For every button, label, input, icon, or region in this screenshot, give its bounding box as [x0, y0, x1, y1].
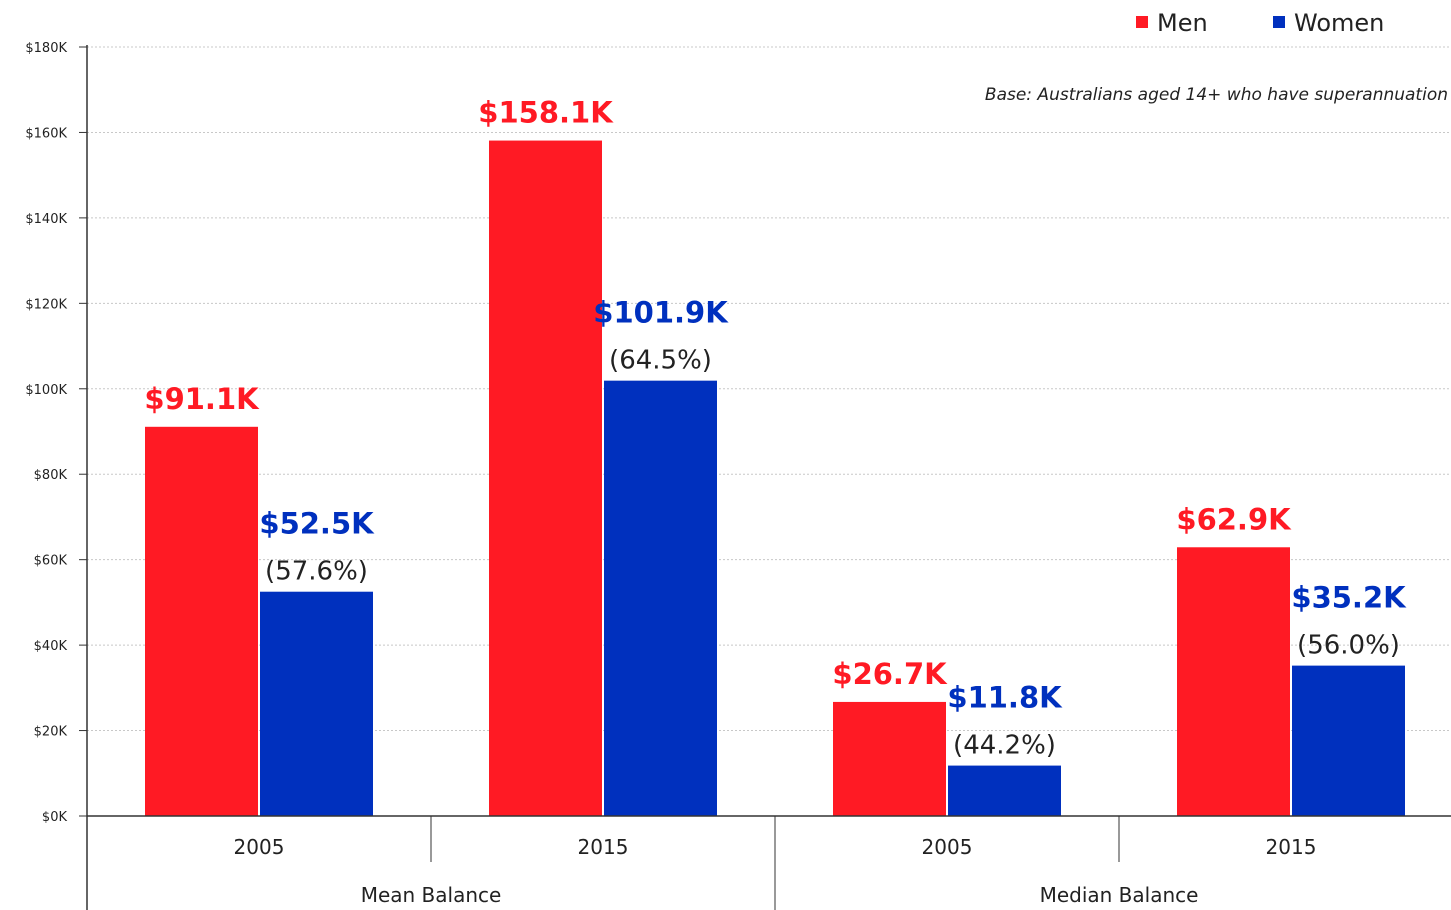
- data-label-men: $158.1K: [478, 96, 614, 130]
- group-label: Median Balance: [1040, 883, 1199, 907]
- bar-women: [604, 380, 717, 816]
- y-tick-label: $160K: [25, 126, 67, 141]
- x-tick-label: 2005: [922, 835, 973, 859]
- legend-label-women: Women: [1294, 9, 1384, 37]
- legend-swatch-women: [1273, 16, 1285, 28]
- data-label-ratio: (57.6%): [265, 557, 368, 587]
- y-tick-label: $0K: [42, 810, 68, 825]
- bar-women: [1292, 665, 1405, 816]
- data-label-men: $62.9K: [1176, 502, 1292, 536]
- y-tick-label: $40K: [34, 639, 68, 654]
- data-label-women: $52.5K: [259, 507, 375, 541]
- bar-men: [145, 426, 258, 816]
- data-label-men: $91.1K: [144, 382, 260, 416]
- data-label-women: $11.8K: [947, 681, 1063, 715]
- y-tick-label: $60K: [34, 554, 68, 569]
- data-label-ratio: (64.5%): [609, 346, 712, 376]
- y-tick-label: $80K: [34, 468, 68, 483]
- y-tick-label: $120K: [25, 297, 67, 312]
- y-tick-label: $100K: [25, 383, 67, 398]
- bar-women: [948, 765, 1061, 816]
- legend-label-men: Men: [1157, 9, 1208, 37]
- axes: $0K $20K $40K $60K $80K $100K $120K $140K $160K $…: [25, 41, 1451, 910]
- y-tick-label: $180K: [25, 41, 67, 56]
- x-tick-label: 2005: [234, 835, 285, 859]
- data-label-women: $101.9K: [593, 296, 729, 330]
- bars: [145, 140, 1405, 817]
- data-label-men: $26.7K: [832, 657, 948, 691]
- legend-swatch-men: [1136, 16, 1148, 28]
- y-tick-label: $140K: [25, 212, 67, 227]
- data-labels: $91.1K (57.6%) $52.5K $158.1K (64.5%) $101.9K…: [144, 96, 1407, 761]
- data-label-ratio: (56.0%): [1297, 631, 1400, 661]
- group-label: Mean Balance: [361, 883, 502, 907]
- x-tick-label: 2015: [1266, 835, 1317, 859]
- base-annotation: Base: Australians aged 14+ who have supe…: [985, 85, 1448, 105]
- bar-men: [1177, 547, 1290, 816]
- bar-men: [489, 140, 602, 817]
- x-tick-label: 2015: [578, 835, 629, 859]
- data-label-ratio: (44.2%): [953, 731, 1056, 761]
- bar-men: [833, 701, 946, 816]
- bar-women: [260, 591, 373, 816]
- y-tick-label: $20K: [34, 725, 68, 740]
- legend: Men Women: [1136, 9, 1384, 37]
- data-label-women: $35.2K: [1291, 581, 1407, 615]
